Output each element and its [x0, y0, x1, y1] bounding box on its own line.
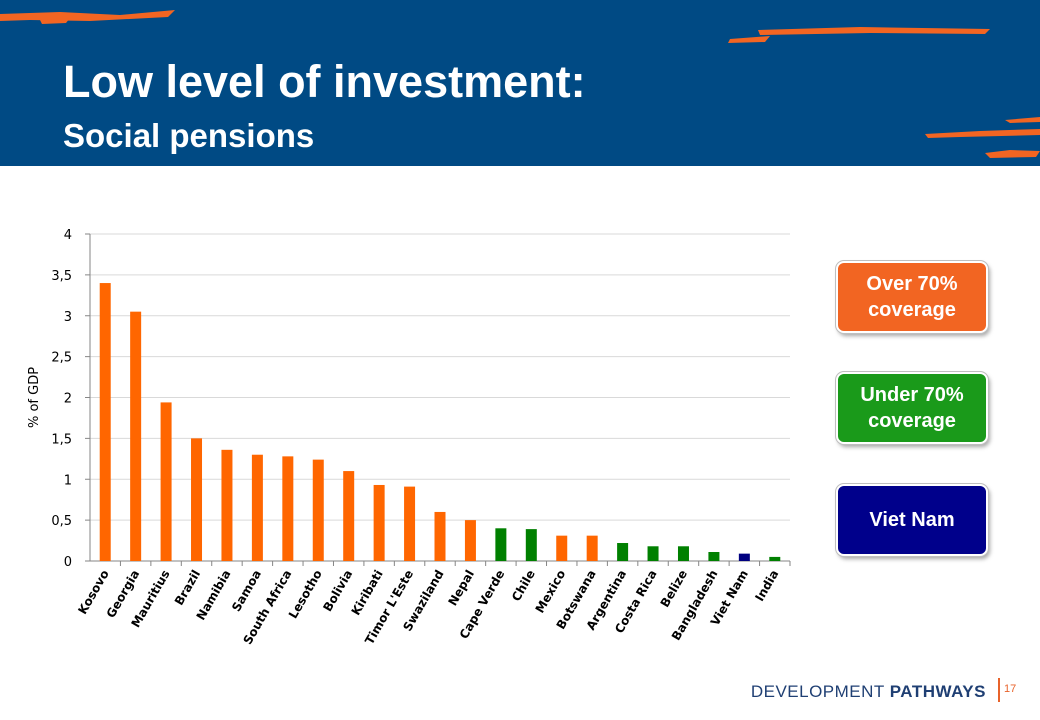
- x-tick-label: Belize: [658, 568, 690, 610]
- bar-namibia: [221, 449, 233, 561]
- x-tick-label: Chile: [509, 568, 538, 604]
- y-tick-label: 1: [64, 473, 72, 488]
- bar-timor-l-este: [404, 486, 416, 561]
- bar-brazil: [191, 438, 203, 561]
- footer-brand-regular: DEVELOPMENT: [750, 682, 885, 701]
- legend-over-70-coverage: Over 70% coverage: [836, 261, 988, 333]
- bar-georgia: [130, 311, 142, 561]
- bar-costa-rica: [647, 546, 659, 561]
- footer-brand: DEVELOPMENT PATHWAYS: [751, 682, 986, 702]
- y-axis-label: % of GDP: [27, 367, 42, 428]
- legend-under-70-coverage: Under 70% coverage: [836, 372, 988, 444]
- x-tick-label: Brazil: [172, 568, 203, 608]
- slide-subtitle: Social pensions: [63, 117, 315, 154]
- x-tick-label: India: [752, 568, 781, 604]
- bar-cape-verde: [495, 528, 507, 561]
- bar-nepal: [464, 520, 476, 561]
- y-tick-label: 3: [64, 310, 72, 325]
- y-tick-label: 0,5: [51, 514, 72, 529]
- bar-mexico: [556, 535, 568, 561]
- y-tick-label: 1,5: [51, 432, 72, 447]
- y-tick-label: 3,5: [51, 269, 72, 284]
- x-tick-label: Nepal: [445, 568, 477, 609]
- bar-swaziland: [434, 511, 446, 561]
- bar-india: [769, 556, 781, 561]
- legend-viet-nam-label: Viet Nam: [869, 509, 955, 531]
- bar-botswana: [586, 535, 598, 561]
- bar-bolivia: [343, 471, 355, 561]
- y-tick-label: 2,5: [51, 351, 72, 366]
- bar-belize: [677, 546, 689, 561]
- bar-viet-nam: [738, 553, 750, 561]
- slide-header: Low level of investment: Social pensions: [0, 0, 1040, 166]
- bar-south-africa: [282, 456, 294, 561]
- legend-over-70-label: Over 70% coverage: [866, 273, 958, 321]
- bar-chart: 00,511,522,533,54% of GDPKosovoGeorgiaMa…: [27, 228, 791, 647]
- bar-argentina: [617, 543, 629, 561]
- bar-mauritius: [160, 402, 172, 561]
- bar-kosovo: [99, 283, 111, 561]
- bar-lesotho: [312, 459, 324, 561]
- legend-under-70-label: Under 70% coverage: [860, 384, 964, 432]
- y-tick-label: 0: [64, 555, 72, 570]
- page-number: 17: [1004, 683, 1017, 695]
- footer-divider: [998, 678, 1000, 702]
- bar-kiribati: [373, 484, 385, 561]
- y-tick-label: 2: [64, 392, 72, 407]
- legend-viet-nam: Viet Nam: [836, 484, 988, 556]
- bar-samoa: [251, 454, 263, 561]
- bar-chile: [525, 529, 537, 561]
- decorative-brush-strokes: [0, 10, 1040, 158]
- slide-title: Low level of investment:: [63, 56, 586, 107]
- y-tick-label: 4: [64, 228, 72, 243]
- footer-brand-bold: PATHWAYS: [889, 682, 986, 701]
- bar-bangladesh: [708, 552, 720, 561]
